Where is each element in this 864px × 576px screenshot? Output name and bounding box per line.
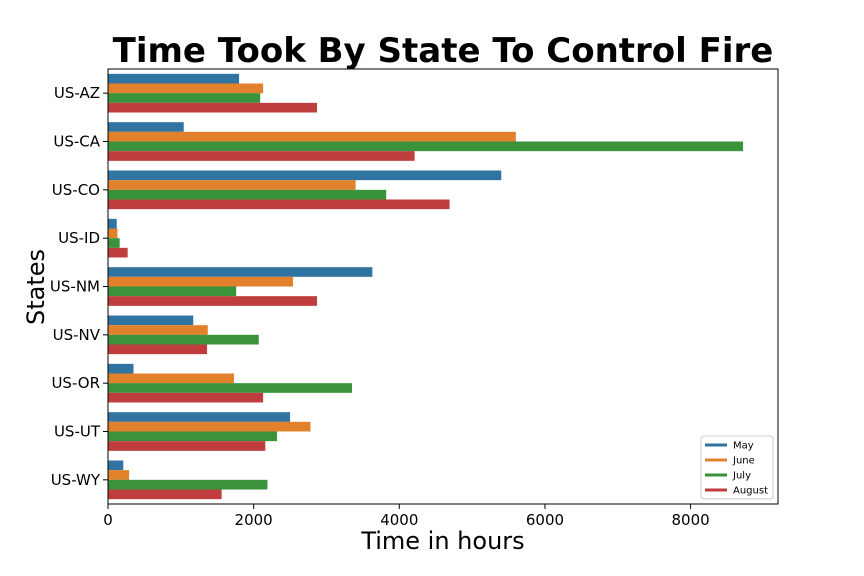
bar-us-ut-may xyxy=(108,412,291,422)
bar-us-or-june xyxy=(108,373,234,384)
x-tick-label: 8000 xyxy=(672,511,710,529)
x-axis-ticks: 0 2000 4000 6000 8000 xyxy=(103,504,710,529)
y-tick-label: US-WY xyxy=(51,471,101,489)
bar-us-id-june xyxy=(108,228,118,239)
x-tick-label: 4000 xyxy=(380,511,418,529)
legend-label-july: July xyxy=(732,471,751,482)
bar-us-wy-may xyxy=(108,460,124,471)
bars-layer xyxy=(108,73,744,500)
bar-us-id-july xyxy=(108,238,120,248)
bar-us-ca-july xyxy=(108,141,744,152)
bar-us-or-august xyxy=(108,392,264,403)
legend-box xyxy=(700,435,774,500)
bar-us-id-august xyxy=(108,247,128,258)
bar-us-az-may xyxy=(108,73,240,84)
chart-title: Time Took By State To Control Fire xyxy=(113,31,774,71)
bar-us-nv-june xyxy=(108,325,208,335)
x-tick-label: 2000 xyxy=(235,511,273,529)
bar-us-nv-july xyxy=(108,334,259,345)
y-tick-label: US-ID xyxy=(58,229,100,247)
bar-us-az-july xyxy=(108,93,261,103)
x-axis-label: Time in hours xyxy=(360,527,524,555)
legend-label-may: May xyxy=(733,441,754,452)
bar-us-or-july xyxy=(108,383,352,393)
y-tick-label: US-UT xyxy=(54,423,101,441)
bar-us-nm-may xyxy=(108,267,373,277)
bar-us-co-july xyxy=(108,189,387,200)
bar-us-ut-august xyxy=(108,441,266,451)
y-tick-label: US-NV xyxy=(53,326,101,344)
bar-us-ut-june xyxy=(108,421,311,432)
y-tick-label: US-CO xyxy=(52,181,100,199)
bar-us-ca-june xyxy=(108,131,516,142)
y-tick-label: US-NM xyxy=(50,278,100,296)
y-tick-label: US-AZ xyxy=(54,84,100,102)
bar-us-id-may xyxy=(108,218,117,229)
bar-us-co-august xyxy=(108,199,450,210)
bar-us-ut-july xyxy=(108,431,277,442)
legend-label-august: August xyxy=(733,486,768,497)
bar-us-ca-august xyxy=(108,151,415,161)
y-tick-label: US-CA xyxy=(53,133,100,151)
bar-us-co-june xyxy=(108,180,356,190)
bar-us-ca-may xyxy=(108,122,184,132)
bar-us-wy-july xyxy=(108,479,268,490)
bar-us-wy-august xyxy=(108,489,222,500)
bar-us-az-august xyxy=(108,102,318,113)
legend-label-june: June xyxy=(732,456,755,467)
bar-us-nm-july xyxy=(108,286,237,297)
y-tick-label: US-OR xyxy=(51,374,100,392)
x-tick-label: 6000 xyxy=(526,511,564,529)
bar-us-co-may xyxy=(108,170,502,181)
x-tick-label: 0 xyxy=(103,511,113,529)
bar-us-nv-may xyxy=(108,315,194,326)
bar-us-nm-june xyxy=(108,276,293,287)
bar-us-or-may xyxy=(108,363,134,374)
bar-us-nm-august xyxy=(108,296,318,306)
bar-us-az-june xyxy=(108,83,264,94)
bar-us-wy-june xyxy=(108,470,130,480)
y-axis-ticks: US-AZ US-CA US-CO US-ID US-NM US-NV US-OR US-UT… xyxy=(50,84,108,489)
bar-us-nv-august xyxy=(108,344,208,355)
y-axis-label: States xyxy=(22,249,50,325)
legend: May June July August xyxy=(700,435,774,500)
